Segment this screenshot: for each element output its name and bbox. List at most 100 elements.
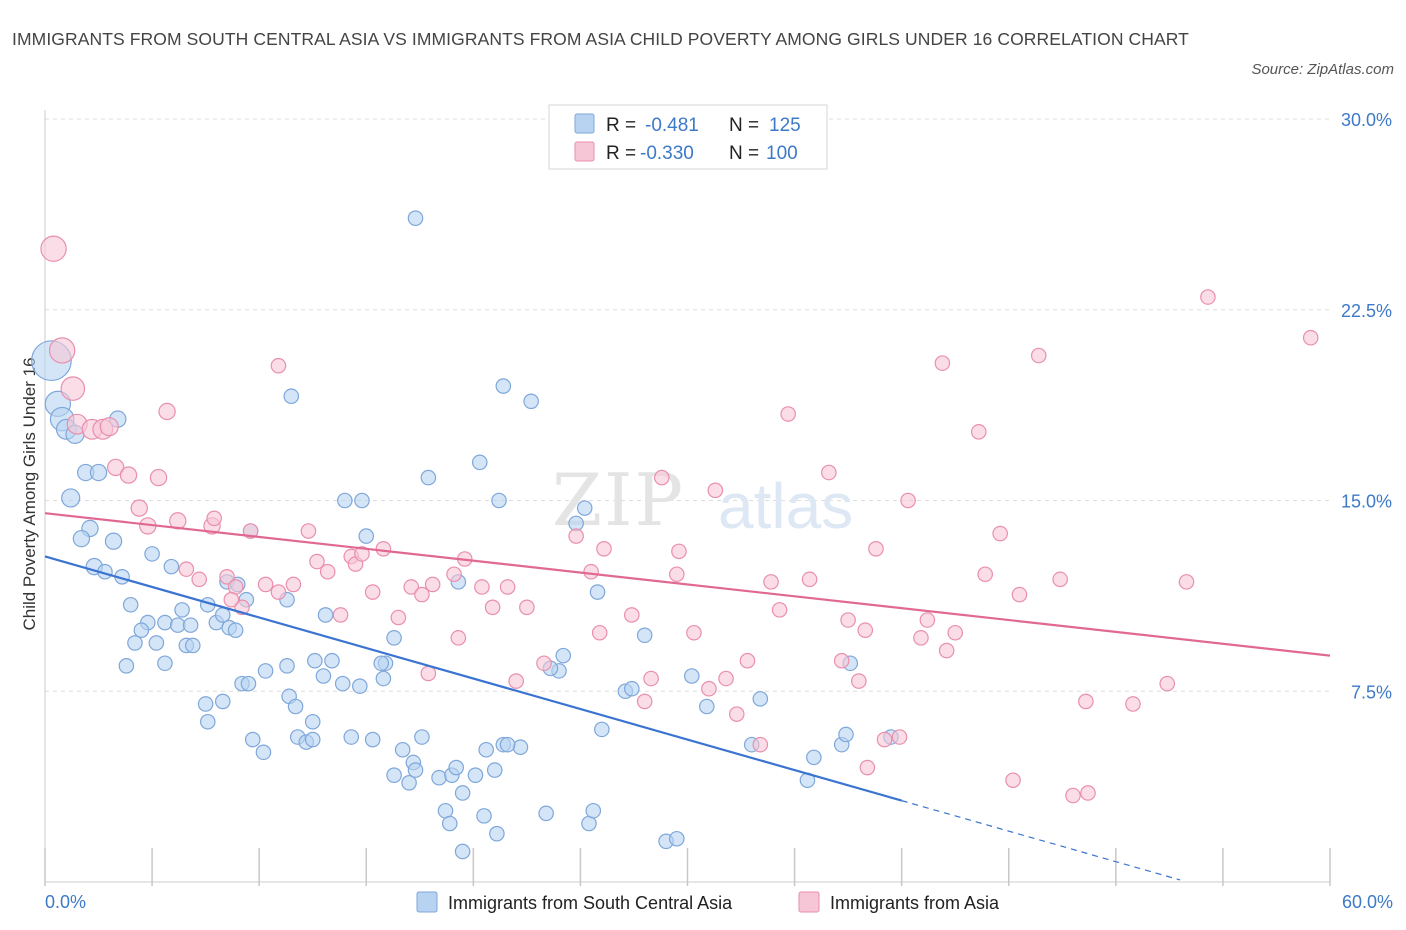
asia-point-84 <box>938 642 955 659</box>
asia-point-54 <box>624 607 640 623</box>
asia-point-66 <box>752 736 769 753</box>
source-credit: Source: ZipAtlas.com <box>1251 61 1394 78</box>
asia-point-89 <box>1005 772 1021 789</box>
south-central-asia-point-15 <box>144 546 160 562</box>
south-central-asia-point-62 <box>304 731 321 748</box>
south-central-asia-point-5 <box>61 488 81 508</box>
south-central-asia-point-52 <box>324 652 340 669</box>
bottom-legend-swatch-blue <box>416 891 438 913</box>
asia-point-75 <box>857 622 874 639</box>
asia-point-78 <box>859 759 876 776</box>
south-central-asia-point-70 <box>407 762 424 778</box>
trend-line-asia <box>44 512 1331 657</box>
legend-n-value-2: 100 <box>766 143 798 164</box>
x-tick-labels: 0.0% 60.0% <box>45 892 1393 912</box>
legend-r-label-2: R = <box>606 143 636 164</box>
south-central-asia-point-10 <box>72 529 91 548</box>
asia-point-60 <box>686 624 702 641</box>
asia-point-76 <box>868 541 884 557</box>
asia-point-88 <box>992 525 1008 542</box>
asia-point-64 <box>728 706 745 722</box>
asia-point-57 <box>653 469 670 486</box>
south-central-asia-point-107 <box>337 492 353 509</box>
south-central-asia-point-21 <box>127 635 143 651</box>
y-tick-labels: 7.5% 15.0% 22.5% 30.0% <box>1341 110 1392 702</box>
y-axis-label: Child Poverty Among Girls Under 16 <box>20 357 39 630</box>
bottom-legend-label-2: Immigrants from Asia <box>830 893 1000 913</box>
y-tick-label-2: 22.5% <box>1341 301 1392 321</box>
asia-point-2 <box>60 376 86 401</box>
south-central-asia-point-123 <box>373 655 390 672</box>
correlation-legend: R = -0.481 N = 125 R = -0.330 N = 100 <box>548 104 828 170</box>
asia-point-80 <box>900 492 916 509</box>
south-central-asia-point-67 <box>414 729 430 745</box>
south-central-asia-point-87 <box>585 802 602 819</box>
south-central-asia-point-16 <box>163 558 180 575</box>
asia-point-62 <box>707 482 724 499</box>
trend-line-south-central-asia-extension <box>901 800 1181 881</box>
south-central-asia-point-39 <box>157 655 173 672</box>
asia-point-92 <box>1052 571 1068 588</box>
asia-point-86 <box>970 424 987 440</box>
x-tick-label-max: 60.0% <box>1342 892 1393 912</box>
legend-r-value-2: -0.330 <box>640 143 694 164</box>
asia-point-94 <box>1080 785 1096 801</box>
legend-swatch-pink <box>574 141 595 162</box>
south-central-asia-point-96 <box>698 698 715 715</box>
south-central-asia-point-65 <box>394 741 411 758</box>
south-central-asia-point-11 <box>104 532 123 550</box>
asia-point-29 <box>319 563 336 580</box>
asia-point-72 <box>833 652 850 669</box>
asia-point-68 <box>771 602 788 618</box>
south-central-asia-point-105 <box>420 469 437 486</box>
south-central-asia-point-63 <box>343 729 360 745</box>
south-central-asia-point-46 <box>279 658 295 674</box>
south-central-asia-point-58 <box>244 731 261 748</box>
asia-point-59 <box>671 543 687 560</box>
trend-line-south-central-asia <box>44 555 902 802</box>
south-central-asia-point-110 <box>317 607 334 623</box>
south-central-asia-point-84 <box>538 805 554 822</box>
asia-point-65 <box>739 652 756 669</box>
asia-point-97 <box>1159 675 1176 692</box>
south-central-asia-point-103 <box>838 726 854 743</box>
asia-point-55 <box>636 693 653 710</box>
asia-point-67 <box>763 574 779 590</box>
south-central-asia-point-49 <box>304 713 321 730</box>
asia-point-71 <box>821 464 837 481</box>
asia-point-12 <box>149 468 168 487</box>
asia-point-58 <box>668 566 685 583</box>
south-central-asia-point-73 <box>448 759 464 776</box>
south-central-asia-point-55 <box>375 670 392 687</box>
south-central-asia-point-59 <box>255 744 272 761</box>
south-central-asia-point-53 <box>334 675 351 692</box>
south-central-asia-point-100 <box>806 749 822 766</box>
asia-point-50 <box>568 528 584 544</box>
asia-point-9 <box>130 499 148 517</box>
south-central-asia-point-116 <box>555 647 572 664</box>
asia-point-63 <box>718 670 734 687</box>
south-central-asia-point-95 <box>683 668 700 684</box>
asia-point-77 <box>876 731 893 748</box>
asia-point-25 <box>285 576 302 593</box>
south-central-asia-point-41 <box>214 693 231 710</box>
south-central-asia-point-120 <box>283 388 300 405</box>
asia-point-24 <box>270 584 287 600</box>
south-central-asia-point-79 <box>512 739 529 756</box>
south-central-asia-point-83 <box>489 825 505 842</box>
south-central-asia-point-64 <box>364 731 381 748</box>
south-central-asia-point-19 <box>133 622 150 639</box>
south-central-asia-point-85 <box>454 843 471 860</box>
asia-point-48 <box>508 673 524 689</box>
south-central-asia-point-90 <box>668 830 685 847</box>
asia-point-95 <box>1078 693 1094 710</box>
south-central-asia-point-69 <box>401 775 417 791</box>
south-central-asia-point-50 <box>307 652 323 669</box>
south-central-asia-point-109 <box>358 528 375 544</box>
asia-point-0 <box>40 235 67 262</box>
south-central-asia-point-112 <box>491 492 507 509</box>
south-central-asia-point-42 <box>199 713 216 730</box>
asia-point-53 <box>596 541 612 557</box>
legend-r-label-1: R = <box>606 115 636 136</box>
